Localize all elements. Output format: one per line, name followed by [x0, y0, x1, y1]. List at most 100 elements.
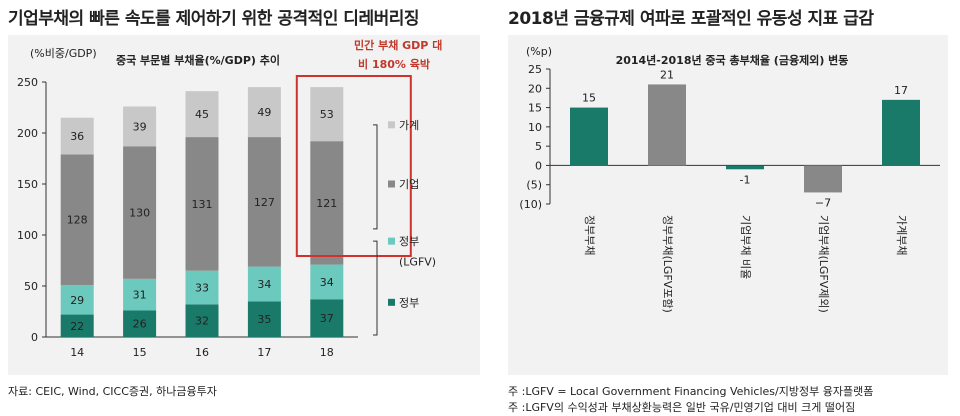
bar-value-label: 45	[195, 108, 209, 121]
bar-value-label: 121	[316, 197, 337, 210]
bar-value-label: 49	[257, 106, 271, 119]
legend-label-corporate: 기업	[399, 178, 419, 191]
y-tick-label: 250	[17, 76, 38, 89]
bar-segment-3	[185, 137, 219, 271]
bar-value-label: 35	[257, 313, 271, 326]
x-tick-label: 15	[133, 346, 147, 359]
bar-value-label: 128	[67, 214, 88, 227]
bar-value-label: -1	[740, 173, 751, 186]
y-axis-label: (%p)	[526, 45, 552, 58]
y-tick-label: 150	[17, 178, 38, 191]
bar-segment-1	[310, 299, 344, 337]
bar-segment-4	[310, 87, 344, 142]
change-bar-chart: (%p) 2014년-2018년 중국 총부채율 (금융제외) 변동 25 20 15 1…	[519, 45, 940, 313]
bar-value-label: 15	[582, 92, 596, 105]
y-tick-label: (5)	[526, 179, 542, 192]
bar-segment-4	[123, 106, 157, 147]
bar-value-label: 36	[70, 130, 84, 143]
bar-value-label: 31	[133, 289, 147, 302]
x-tick-label: 기업부채 비율	[739, 215, 752, 279]
bar-value-label: 22	[70, 320, 84, 333]
bar-segment-1	[247, 301, 281, 337]
legend-label-lgfv-sub: (LGFV)	[399, 256, 436, 269]
x-tick-label: 17	[257, 346, 271, 359]
y-tick-label: 50	[24, 280, 38, 293]
x-tick-label: 가계부채	[895, 215, 908, 255]
x-tick-label: 14	[70, 346, 84, 359]
bar-segment-4	[185, 91, 219, 138]
bar-segment-2	[310, 264, 344, 300]
bar-2	[648, 84, 686, 166]
y-tick-label: 25	[528, 63, 542, 76]
bar-value-label: 26	[133, 318, 147, 331]
x-tick-label: 정부부채(LGFV포함)	[661, 215, 674, 313]
bar-segment-3	[310, 141, 344, 265]
bar-segment-1	[123, 310, 157, 337]
bar-value-label: 130	[129, 207, 150, 220]
y-tick-label: 200	[17, 127, 38, 140]
x-tick-label: 정부부채	[583, 215, 596, 255]
legend-swatch-household	[388, 121, 395, 129]
y-axis-label: (%비중/GDP)	[30, 47, 97, 60]
bar-value-label: 34	[320, 276, 334, 289]
legend-swatch-corporate	[388, 180, 395, 188]
government-bracket	[373, 240, 378, 336]
chart-title: 중국 부문별 부채율(%/GDP) 추이	[116, 53, 280, 67]
private-sector-bracket	[373, 124, 378, 230]
annotation-line-1: 민간 부채 GDP 대	[354, 38, 442, 52]
bar-5	[882, 99, 920, 166]
y-tick-label: 15	[528, 102, 542, 115]
bar-value-label: 131	[192, 198, 213, 211]
bar-value-label: 29	[70, 294, 84, 307]
bar-segment-3	[247, 137, 281, 267]
footnote-lgfv-definition: 주 :LGFV = Local Government Financing Veh…	[508, 385, 874, 398]
bar-segment-1	[185, 304, 219, 337]
stacked-bar-chart: (%비중/GDP) 중국 부문별 부채율(%/GDP) 추이 0 50 100 150 20…	[17, 38, 442, 359]
bar-segment-2	[60, 284, 94, 315]
x-tick-label: 18	[320, 346, 334, 359]
highlight-box	[295, 75, 412, 257]
legend-label-government: 정부	[399, 296, 419, 309]
bar-segment-2	[247, 266, 281, 302]
legend-label-lgfv: 정부	[399, 235, 419, 248]
bar-segment-4	[247, 87, 281, 138]
bar-value-label: 39	[133, 120, 147, 133]
x-tick-label: 기업부채(LGFV제외)	[817, 215, 830, 313]
y-tick-label: 10	[528, 121, 542, 134]
annotation-line-2: 비 180% 육박	[358, 57, 430, 71]
bar-segment-2	[123, 278, 157, 311]
bar-segment-3	[123, 146, 157, 279]
y-tick-label: 20	[528, 82, 542, 95]
bar-value-label: 17	[894, 84, 908, 97]
footnote-lgfv-profitability: 주 :LGFV의 수익성과 부채상환능력은 일반 국유/민영기업 대비 크게 떨…	[508, 401, 856, 414]
bar-4	[804, 165, 842, 193]
bar-value-label: 37	[320, 312, 334, 325]
left-chart-panel: (%비중/GDP) 중국 부문별 부채율(%/GDP) 추이 0 50 100 150 20…	[8, 35, 480, 375]
bar-value-label: 34	[257, 278, 271, 291]
bar-segment-2	[185, 270, 219, 305]
bar-value-label: 32	[195, 315, 209, 328]
y-tick-label: 100	[17, 229, 38, 242]
bar-value-label: −7	[815, 196, 831, 209]
bar-value-label: 53	[320, 108, 334, 121]
bar-1	[570, 107, 608, 166]
chart-title: 2014년-2018년 중국 총부채율 (금융제외) 변동	[616, 53, 849, 67]
legend-swatch-lgfv	[388, 237, 395, 245]
y-tick-label: 0	[31, 331, 38, 344]
y-tick-label: (10)	[519, 198, 542, 211]
bar-value-label: 21	[660, 68, 674, 81]
left-chart-heading: 기업부채의 빠른 속도를 제어하기 위한 공격적인 디레버리징	[8, 9, 420, 29]
legend-swatch-government	[388, 298, 395, 306]
bar-value-label: 33	[195, 282, 209, 295]
bar-segment-3	[60, 154, 94, 285]
right-chart-panel: (%p) 2014년-2018년 중국 총부채율 (금융제외) 변동 25 20 15 1…	[508, 35, 948, 375]
legend-label-household: 가계	[399, 119, 419, 132]
bar-segment-4	[60, 117, 94, 155]
y-tick-label: 5	[535, 140, 542, 153]
y-tick-label: 0	[535, 159, 542, 172]
right-chart-heading: 2018년 금융규제 여파로 포괄적인 유동성 지표 급감	[508, 9, 874, 29]
source-note: 자료: CEIC, Wind, CICC증권, 하나금융투자	[8, 385, 217, 398]
bar-value-label: 127	[254, 196, 275, 209]
x-tick-label: 16	[195, 346, 209, 359]
bar-segment-1	[60, 314, 94, 337]
